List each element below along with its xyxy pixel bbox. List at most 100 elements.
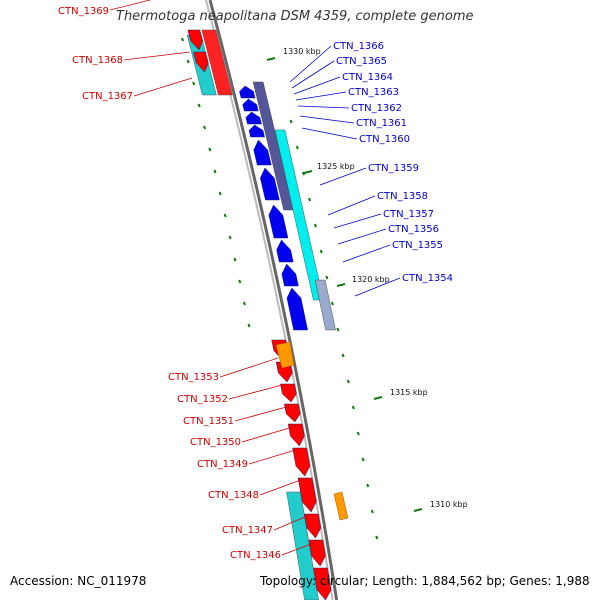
reverse-gene-arrow [268, 204, 289, 239]
inner-tick-mark [228, 235, 232, 240]
reverse-gene-leader [295, 91, 347, 101]
accession-text: Accession: NC_011978 [10, 574, 147, 588]
outer-tick-mark [308, 197, 312, 202]
reverse-gene-arrow [281, 263, 299, 287]
reverse-gene-leader [342, 244, 391, 263]
outer-tick-mark [330, 301, 334, 306]
reverse-gene-label: CTN_1355 [392, 240, 443, 251]
inner-tick-mark [233, 257, 237, 262]
forward-gene-arrow [187, 29, 203, 51]
forward-gene-arrow [284, 403, 301, 423]
outer-tick-mark [341, 353, 345, 358]
reverse-gene-leader [333, 213, 382, 229]
reverse-gene-label: CTN_1366 [333, 41, 384, 52]
forward-gene-label: CTN_1353 [168, 372, 219, 383]
reverse-gene-arrow [245, 111, 262, 125]
forward-gene-leader [228, 383, 287, 400]
major-tick-mark [373, 396, 383, 400]
topology-text: Topology: circular; Length: 1,884,562 bp… [260, 574, 590, 588]
outer-tick-mark [319, 249, 323, 254]
reverse-gene-leader [299, 115, 355, 124]
outer-tick-mark [356, 431, 360, 436]
outer-tick-mark [295, 145, 299, 150]
reverse-gene-label: CTN_1354 [402, 273, 453, 284]
map-title: Thermotoga neapolitana DSM 4359, complet… [116, 9, 474, 24]
forward-gene-label: CTN_1368 [72, 55, 123, 66]
reverse-gene-label: CTN_1365 [336, 56, 387, 67]
reverse-gene-arrow [253, 139, 272, 166]
forward-gene-leader [248, 447, 303, 465]
outer-tick-mark [336, 327, 340, 332]
forward-gene-arrow [297, 477, 317, 513]
reverse-gene-label: CTN_1361 [356, 118, 407, 129]
reverse-gene-label: CTN_1363 [348, 87, 399, 98]
reverse-gene-arrow [239, 85, 256, 99]
reverse-gene-arrow [276, 239, 294, 263]
inner-tick-mark [203, 125, 207, 130]
reverse-gene-label: CTN_1356 [388, 224, 439, 235]
reverse-gene-label: CTN_1359 [368, 163, 419, 174]
outer-tick-mark [366, 483, 370, 488]
forward-gene-leader [123, 51, 191, 61]
forward-gene-arrow [308, 539, 326, 567]
reverse-gene-arrow [286, 287, 308, 331]
inner-tick-mark [213, 169, 217, 174]
forward-gene-label: CTN_1351 [183, 416, 234, 427]
reverse-gene-leader [327, 195, 376, 216]
forward-gene-leader [109, 0, 151, 11]
forward-gene-arrow [304, 513, 322, 539]
outer-tick-mark [346, 379, 350, 384]
major-tick-mark [336, 283, 346, 287]
reverse-gene-leader [289, 45, 332, 83]
reverse-gene-arrow [248, 124, 265, 138]
kbp-label: 1310 kbp [430, 500, 468, 509]
outer-tick-mark [325, 275, 329, 280]
inner-tick-mark [186, 59, 190, 64]
kbp-label: 1320 kbp [352, 275, 390, 284]
forward-gene-label: CTN_1350 [190, 437, 241, 448]
outer-tick-mark [361, 457, 365, 462]
forward-gene-leader [281, 539, 323, 556]
reverse-gene-leader [301, 127, 358, 140]
forward-gene-arrow [193, 51, 209, 73]
major-tick-mark [266, 57, 276, 61]
forward-gene-leader [234, 405, 291, 422]
forward-gene-label: CTN_1367 [82, 91, 133, 102]
forward-gene-leader [259, 477, 307, 496]
forward-gene-leader [273, 513, 313, 531]
inner-tick-mark [223, 213, 227, 218]
forward-gene-label: CTN_1346 [230, 550, 281, 561]
forward-gene-leader [219, 357, 279, 378]
inner-tick-mark [247, 323, 251, 328]
forward-gene-arrow [313, 567, 332, 600]
inner-tick-mark [208, 147, 212, 152]
reverse-gene-label: CTN_1358 [377, 191, 428, 202]
outer-tick-mark [289, 119, 293, 124]
forward-gene-label: CTN_1347 [222, 525, 273, 536]
reverse-gene-leader [297, 105, 350, 109]
reverse-gene-leader [337, 228, 387, 245]
reverse-gene-leader [354, 277, 401, 297]
outer-tick-mark [301, 171, 306, 176]
reverse-gene-leader [293, 76, 341, 95]
kbp-label: 1330 kbp [283, 47, 321, 56]
forward-gene-leader [133, 77, 193, 97]
forward-gene-label: CTN_1349 [197, 459, 248, 470]
forward-gene-label: CTN_1348 [208, 490, 259, 501]
outer-tick-mark [351, 405, 355, 410]
major-tick-mark [413, 508, 423, 512]
forward-gene-arrow [292, 447, 311, 477]
kbp-label: 1325 kbp [317, 162, 355, 171]
forward-gene-arrow [280, 383, 297, 403]
reverse-gene-label: CTN_1364 [342, 72, 393, 83]
reverse-gene-leader [319, 167, 367, 186]
inner-tick-mark [242, 301, 246, 306]
forward-gene-arrow [287, 423, 305, 447]
genome-backbone [208, 0, 339, 600]
cog-track-segment [286, 491, 319, 600]
reverse-gene-label: CTN_1362 [351, 103, 402, 114]
inner-tick-mark [218, 191, 222, 196]
forward-gene-leader [241, 425, 297, 443]
